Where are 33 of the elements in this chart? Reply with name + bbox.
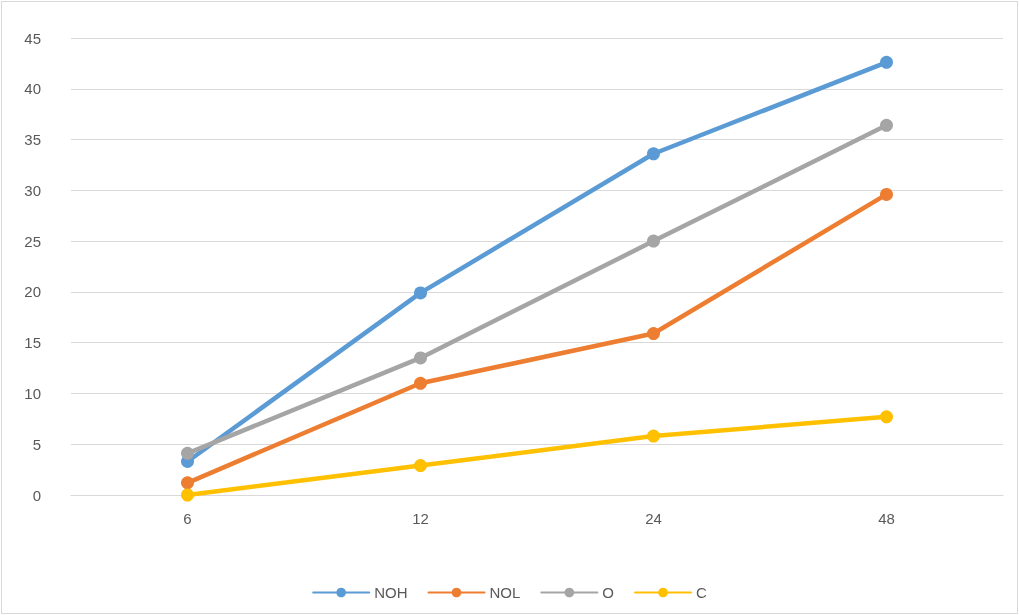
x-tick-label: 12 [412, 510, 429, 527]
point [414, 459, 427, 473]
y-tick-label: 30 [24, 181, 41, 199]
point [181, 488, 194, 502]
y-tick-label: 10 [24, 384, 41, 402]
point [647, 327, 660, 341]
point [647, 234, 660, 248]
point [414, 351, 427, 365]
point [880, 55, 893, 69]
legend-label: NOL [489, 584, 521, 601]
legend-label: O [602, 584, 615, 601]
y-tick-label: 5 [32, 435, 41, 453]
y-tick-label: 25 [24, 232, 41, 250]
point [647, 429, 660, 443]
y-tick-label: 35 [24, 131, 41, 149]
y-tick-label: 0 [32, 486, 41, 504]
point [880, 410, 893, 424]
y-tick-label: 40 [24, 80, 41, 98]
y-tick-label: 20 [24, 283, 41, 301]
point [181, 446, 194, 460]
point [414, 286, 427, 300]
point [414, 376, 427, 390]
y-tick-label: 15 [24, 334, 41, 352]
point [647, 147, 660, 161]
legend-label: C [696, 584, 707, 601]
y-tick-label: 45 [24, 29, 41, 47]
legend-label: NOH [374, 584, 408, 601]
point [880, 118, 893, 132]
point [880, 187, 893, 201]
point [181, 476, 194, 490]
x-tick-label: 48 [878, 510, 895, 527]
x-tick-label: 24 [645, 510, 662, 527]
x-tick-label: 6 [183, 510, 192, 527]
